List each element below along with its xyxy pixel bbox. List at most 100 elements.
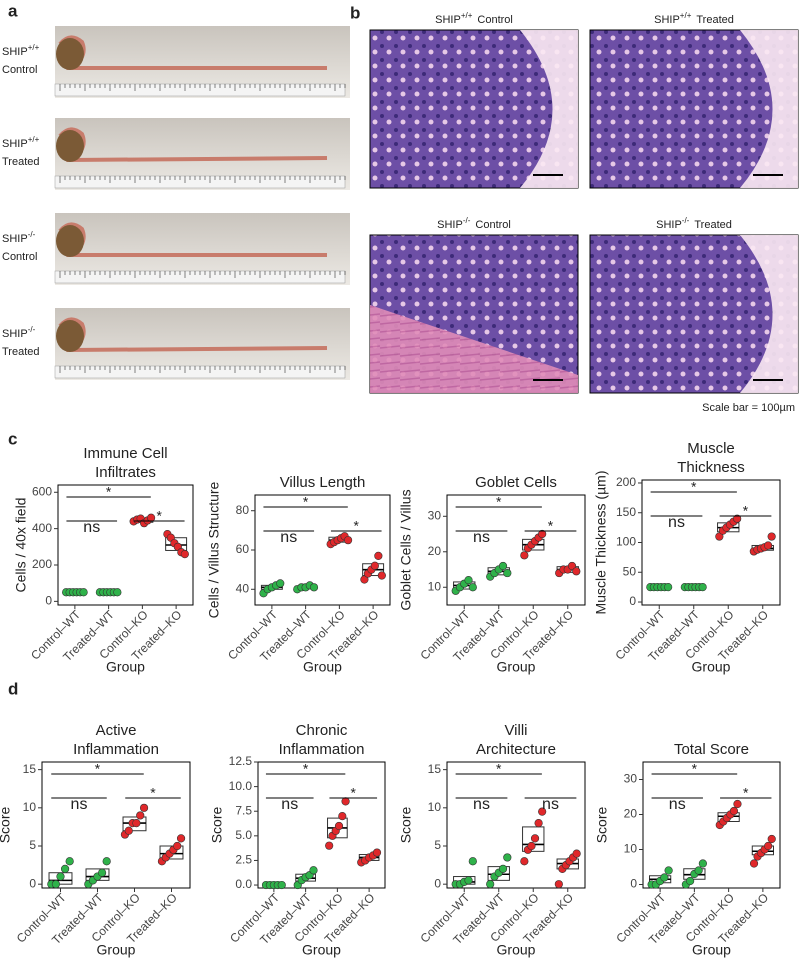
data-point xyxy=(60,864,70,874)
y-tick-label: 40 xyxy=(236,581,250,595)
y-axis-label: Score xyxy=(594,807,610,844)
data-point xyxy=(733,514,742,523)
x-axis-label: Group xyxy=(97,942,136,958)
data-point xyxy=(334,821,344,831)
image-caption: SHIP-/- Control xyxy=(437,216,511,231)
data-point xyxy=(503,568,512,578)
data-point xyxy=(374,551,383,560)
y-axis-label: Goblet Cells / Villus xyxy=(398,489,414,610)
chart-title: Immune Cell xyxy=(83,445,167,462)
y-tick-label: 5 xyxy=(29,838,36,852)
y-tick-label: 20 xyxy=(428,544,442,558)
data-point xyxy=(372,848,382,857)
y-tick-label: 10 xyxy=(428,579,442,593)
data-point xyxy=(113,588,122,597)
data-point xyxy=(468,583,477,592)
y-axis-label: Cells / Villus Structure xyxy=(206,481,222,618)
chart-title: Active xyxy=(96,722,137,739)
x-axis-label: Group xyxy=(497,659,536,675)
y-tick-label: 5.0 xyxy=(235,828,252,842)
photo-label: Control xyxy=(2,64,37,76)
significance-label: ns xyxy=(71,796,88,813)
plot-frame xyxy=(446,494,586,606)
data-point xyxy=(377,571,386,580)
x-axis-label: Group xyxy=(302,942,341,958)
chart-title: Villus Length xyxy=(280,474,366,491)
y-tick-label: 60 xyxy=(236,542,250,556)
data-point xyxy=(694,866,703,875)
tissue-edge xyxy=(740,30,798,188)
stomach xyxy=(56,225,84,257)
text-part: Control xyxy=(475,219,510,231)
text-part: SHIP xyxy=(435,14,461,26)
significance-label: * xyxy=(354,518,360,534)
text-part: Treated xyxy=(696,14,734,26)
y-tick-label: 200 xyxy=(616,475,636,489)
significance-label: ns xyxy=(473,529,490,546)
scale-note: Scale bar = 100µm xyxy=(702,402,795,414)
text-part: SHIP xyxy=(656,219,682,231)
box xyxy=(159,845,184,860)
panel-label: c xyxy=(8,429,17,448)
significance-label: ns xyxy=(280,529,297,546)
y-tick-label: 50 xyxy=(623,564,637,578)
significance-label: * xyxy=(548,518,554,534)
y-axis-label: Muscle Thickness (µm) xyxy=(593,471,609,615)
data-point xyxy=(554,880,563,889)
y-tick-label: 150 xyxy=(616,505,636,519)
chart-title: Architecture xyxy=(476,741,556,758)
y-tick-label: 200 xyxy=(32,557,52,571)
text-part: SHIP xyxy=(2,233,28,245)
chart-title: Infiltrates xyxy=(95,464,156,481)
chart-title: Total Score xyxy=(674,741,749,758)
text-part: Control xyxy=(477,14,512,26)
data-point xyxy=(767,532,776,541)
significance-label: * xyxy=(303,494,309,510)
data-point xyxy=(498,561,508,571)
y-tick-label: 600 xyxy=(32,484,52,498)
data-point xyxy=(325,841,334,850)
data-point xyxy=(343,536,353,545)
text-part: SHIP xyxy=(2,138,28,150)
data-point xyxy=(146,513,156,522)
stomach xyxy=(56,130,84,162)
data-point xyxy=(567,561,577,571)
data-point xyxy=(124,826,133,835)
y-tick-label: 12.5 xyxy=(229,754,253,768)
text-part: -/- xyxy=(28,230,36,239)
panel-label: d xyxy=(8,679,18,698)
chart-title: Inflammation xyxy=(73,741,159,758)
y-tick-label: 100 xyxy=(616,535,636,549)
photo-label: Treated xyxy=(2,346,40,358)
y-tick-label: 10 xyxy=(428,800,442,814)
data-point xyxy=(276,579,285,588)
x-axis-label: Group xyxy=(497,942,536,958)
y-tick-label: 15 xyxy=(428,762,442,776)
tissue-edge xyxy=(740,235,798,393)
photo-label: SHIP+/+ xyxy=(2,135,40,150)
data-point xyxy=(309,583,319,592)
stomach xyxy=(56,320,84,352)
y-tick-label: 0 xyxy=(630,877,637,891)
significance-label: * xyxy=(351,785,357,801)
chart-title: Chronic xyxy=(296,722,348,739)
data-point xyxy=(486,880,495,889)
data-point xyxy=(520,551,529,560)
text-part: SHIP xyxy=(2,46,28,58)
y-tick-label: 0 xyxy=(434,876,441,890)
panel-label: a xyxy=(8,1,18,20)
x-axis-label: Group xyxy=(106,659,145,675)
y-tick-label: 10 xyxy=(624,842,638,856)
text-part: Treated xyxy=(694,219,732,231)
y-tick-label: 0 xyxy=(29,876,36,890)
significance-label: ns xyxy=(473,796,490,813)
text-part: -/- xyxy=(463,216,471,225)
data-point xyxy=(56,872,65,881)
significance-label: * xyxy=(106,484,112,500)
data-point xyxy=(176,834,186,843)
data-point xyxy=(180,549,189,559)
significance-label: ns xyxy=(542,796,559,813)
plot-frame xyxy=(446,761,586,889)
significance-label: * xyxy=(691,479,697,495)
